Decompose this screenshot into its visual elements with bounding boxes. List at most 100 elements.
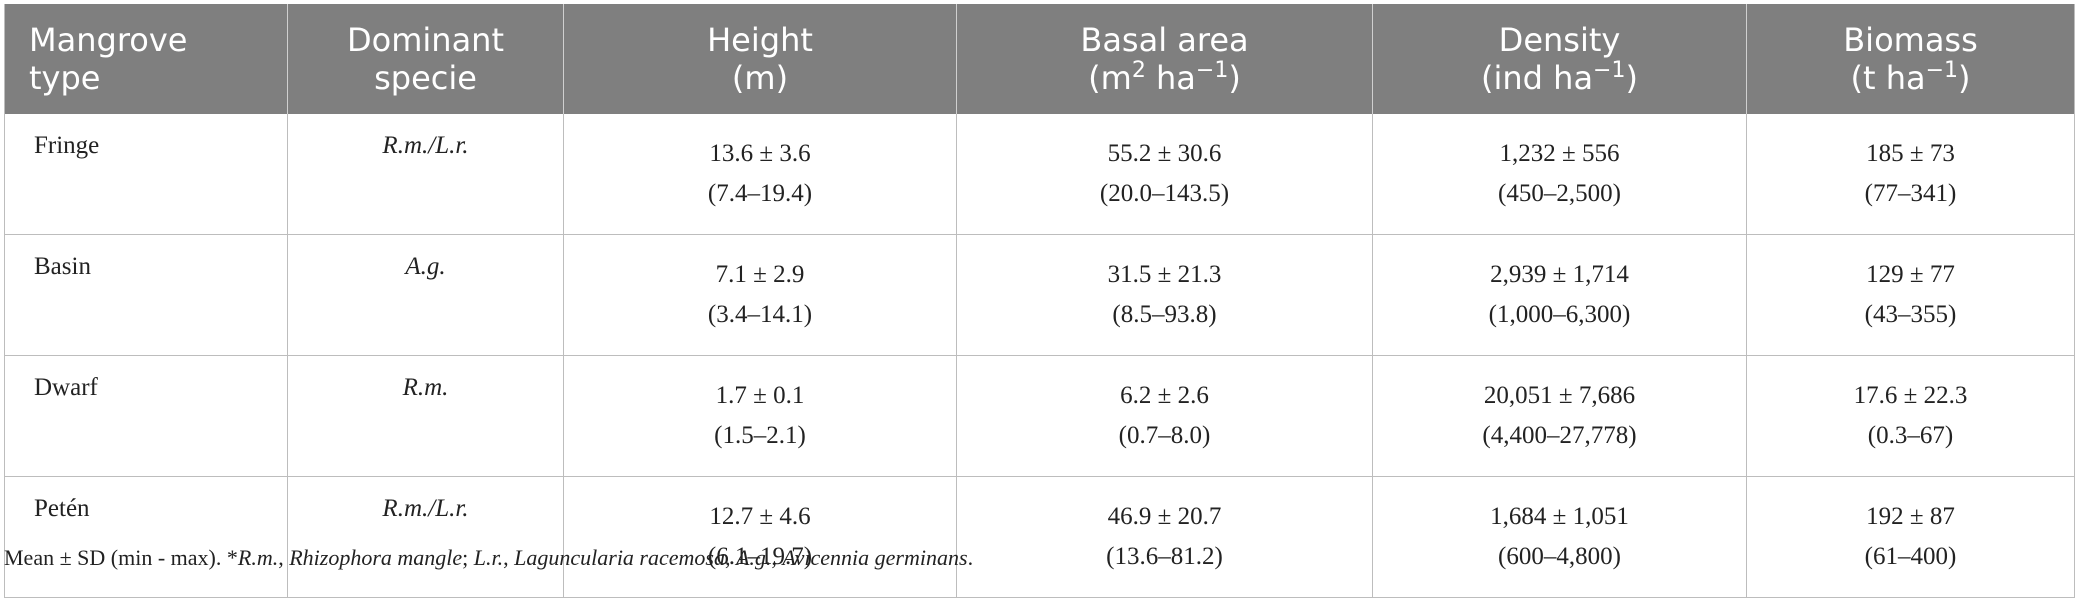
footnote-abbrev: A.g. bbox=[735, 545, 772, 570]
cell-biomass: 185 ± 73 (77–341) bbox=[1746, 114, 2075, 235]
cell-mean: 185 ± 73 bbox=[1866, 140, 1955, 167]
cell-mean: 1.7 ± 0.1 bbox=[715, 382, 805, 409]
unit-exponent: −1 bbox=[1195, 58, 1229, 83]
header-density: Density (ind ha−1) bbox=[1372, 4, 1747, 114]
footnote-abbrev: R.m. bbox=[237, 545, 279, 570]
footnote-text: , bbox=[503, 545, 515, 570]
header-text: Dominant bbox=[347, 21, 504, 59]
cell-density: 1,684 ± 1,051 (600–4,800) bbox=[1372, 476, 1747, 598]
cell-mean: 2,939 ± 1,714 bbox=[1490, 261, 1629, 288]
cell-range: (0.7–8.0) bbox=[1118, 422, 1211, 449]
cell-mean: 1,684 ± 1,051 bbox=[1490, 503, 1629, 530]
cell-mean: 13.6 ± 3.6 bbox=[709, 140, 811, 167]
cell-mean: 20,051 ± 7,686 bbox=[1483, 382, 1636, 409]
cell-height: 12.7 ± 4.6 (6.1–19.7) bbox=[563, 476, 957, 598]
cell-range: (7.4–19.4) bbox=[707, 180, 813, 207]
footnote-text: ; bbox=[462, 545, 474, 570]
footnote-species-name: Avicennia germinans bbox=[782, 545, 968, 570]
header-text: Basal area bbox=[1080, 21, 1249, 59]
unit-exponent: −1 bbox=[1925, 58, 1959, 83]
cell-mangrove-type: Fringe bbox=[4, 114, 288, 235]
cell-mean: 31.5 ± 21.3 bbox=[1107, 261, 1222, 288]
header-height: Height (m) bbox=[563, 4, 957, 114]
table-row: Fringe R.m./L.r. 13.6 ± 3.6 (7.4–19.4) 55… bbox=[4, 114, 2075, 235]
cell-mean: 12.7 ± 4.6 bbox=[709, 503, 811, 530]
cell-basal-area: 46.9 ± 20.7 (13.6–81.2) bbox=[956, 476, 1373, 598]
cell-mean: 129 ± 77 bbox=[1866, 261, 1955, 288]
unit-part: ha bbox=[1145, 59, 1196, 97]
header-unit: (ind ha−1) bbox=[1381, 59, 1738, 97]
cell-species: R.m./L.r. bbox=[287, 476, 564, 598]
cell-range: (13.6–81.2) bbox=[1106, 543, 1223, 570]
header-text: Density bbox=[1498, 21, 1621, 59]
mangrove-structure-table: Mangrove type Dominant specie Height (m)… bbox=[4, 4, 2075, 598]
unit-part: ) bbox=[1958, 59, 1971, 97]
cell-range: (6.1–19.7) bbox=[707, 543, 813, 570]
footnote-text: , bbox=[771, 545, 783, 570]
cell-range: (61–400) bbox=[1864, 543, 1957, 570]
cell-biomass: 129 ± 77 (43–355) bbox=[1746, 234, 2075, 356]
footnote-abbrev: L.r. bbox=[473, 545, 504, 570]
cell-mean: 17.6 ± 22.3 bbox=[1853, 382, 1968, 409]
header-biomass: Biomass (t ha−1) bbox=[1746, 4, 2075, 114]
cell-range: (20.0–143.5) bbox=[1099, 180, 1230, 207]
cell-basal-area: 31.5 ± 21.3 (8.5–93.8) bbox=[956, 234, 1373, 356]
cell-height: 13.6 ± 3.6 (7.4–19.4) bbox=[563, 114, 957, 235]
unit-exponent: −1 bbox=[1593, 58, 1626, 83]
cell-species: R.m. bbox=[287, 355, 564, 477]
table-row: Basin A.g. 7.1 ± 2.9 (3.4–14.1) 31.5 ± 21… bbox=[4, 234, 2075, 356]
cell-height: 7.1 ± 2.9 (3.4–14.1) bbox=[563, 234, 957, 356]
data-table-container: Mangrove type Dominant specie Height (m)… bbox=[4, 4, 2075, 598]
cell-mean: 55.2 ± 30.6 bbox=[1107, 140, 1222, 167]
cell-height: 1.7 ± 0.1 (1.5–2.1) bbox=[563, 355, 957, 477]
header-text: Height bbox=[707, 21, 813, 59]
cell-range: (4,400–27,778) bbox=[1482, 422, 1637, 449]
unit-part: (t ha bbox=[1850, 59, 1926, 97]
footnote-text: , bbox=[278, 545, 290, 570]
header-text: (m) bbox=[731, 59, 789, 97]
cell-basal-area: 6.2 ± 2.6 (0.7–8.0) bbox=[956, 355, 1373, 477]
footnote-text: Mean ± SD (min - max). * bbox=[4, 545, 238, 570]
unit-part: ) bbox=[1625, 59, 1638, 97]
cell-mangrove-type: Petén bbox=[4, 476, 288, 598]
header-text: Mangrove bbox=[29, 21, 188, 59]
header-text: type bbox=[29, 59, 101, 97]
cell-mangrove-type: Dwarf bbox=[4, 355, 288, 477]
cell-range: (43–355) bbox=[1864, 301, 1957, 328]
table-row: Petén R.m./L.r. 12.7 ± 4.6 (6.1–19.7) 46.… bbox=[4, 476, 2075, 598]
header-basal-area: Basal area (m2 ha−1) bbox=[956, 4, 1373, 114]
footnote-species-name: Rhizophora mangle bbox=[289, 545, 463, 570]
cell-density: 20,051 ± 7,686 (4,400–27,778) bbox=[1372, 355, 1747, 477]
cell-range: (0.3–67) bbox=[1867, 422, 1954, 449]
header-text: Biomass bbox=[1843, 21, 1978, 59]
cell-range: (1.5–2.1) bbox=[714, 422, 806, 449]
header-unit: (m2 ha−1) bbox=[965, 59, 1364, 97]
footnote-text: , bbox=[724, 545, 736, 570]
cell-biomass: 192 ± 87 (61–400) bbox=[1746, 476, 2075, 598]
table-row: Dwarf R.m. 1.7 ± 0.1 (1.5–2.1) 6.2 ± 2.6 (… bbox=[4, 355, 2075, 477]
cell-mangrove-type: Basin bbox=[4, 234, 288, 356]
header-text: specie bbox=[374, 59, 477, 97]
header-dominant-specie: Dominant specie bbox=[287, 4, 564, 114]
cell-species: A.g. bbox=[287, 234, 564, 356]
cell-density: 2,939 ± 1,714 (1,000–6,300) bbox=[1372, 234, 1747, 356]
cell-species: R.m./L.r. bbox=[287, 114, 564, 235]
cell-range: (77–341) bbox=[1864, 180, 1957, 207]
cell-mean: 192 ± 87 bbox=[1866, 503, 1955, 530]
footnote-text: . bbox=[967, 545, 974, 570]
cell-mean: 6.2 ± 2.6 bbox=[1120, 382, 1209, 409]
cell-range: (600–4,800) bbox=[1498, 543, 1621, 570]
cell-mean: 7.1 ± 2.9 bbox=[715, 261, 805, 288]
unit-exponent: 2 bbox=[1131, 58, 1146, 83]
cell-biomass: 17.6 ± 22.3 (0.3–67) bbox=[1746, 355, 2075, 477]
cell-range: (3.4–14.1) bbox=[707, 301, 813, 328]
table-header-row: Mangrove type Dominant specie Height (m)… bbox=[4, 4, 2075, 114]
cell-range: (450–2,500) bbox=[1498, 180, 1621, 207]
cell-mean: 1,232 ± 556 bbox=[1499, 140, 1620, 167]
cell-range: (8.5–93.8) bbox=[1112, 301, 1217, 328]
cell-mean: 46.9 ± 20.7 bbox=[1107, 503, 1222, 530]
unit-part: (ind ha bbox=[1481, 59, 1594, 97]
cell-basal-area: 55.2 ± 30.6 (20.0–143.5) bbox=[956, 114, 1373, 235]
cell-range: (1,000–6,300) bbox=[1488, 301, 1631, 328]
unit-part: (m bbox=[1088, 59, 1132, 97]
